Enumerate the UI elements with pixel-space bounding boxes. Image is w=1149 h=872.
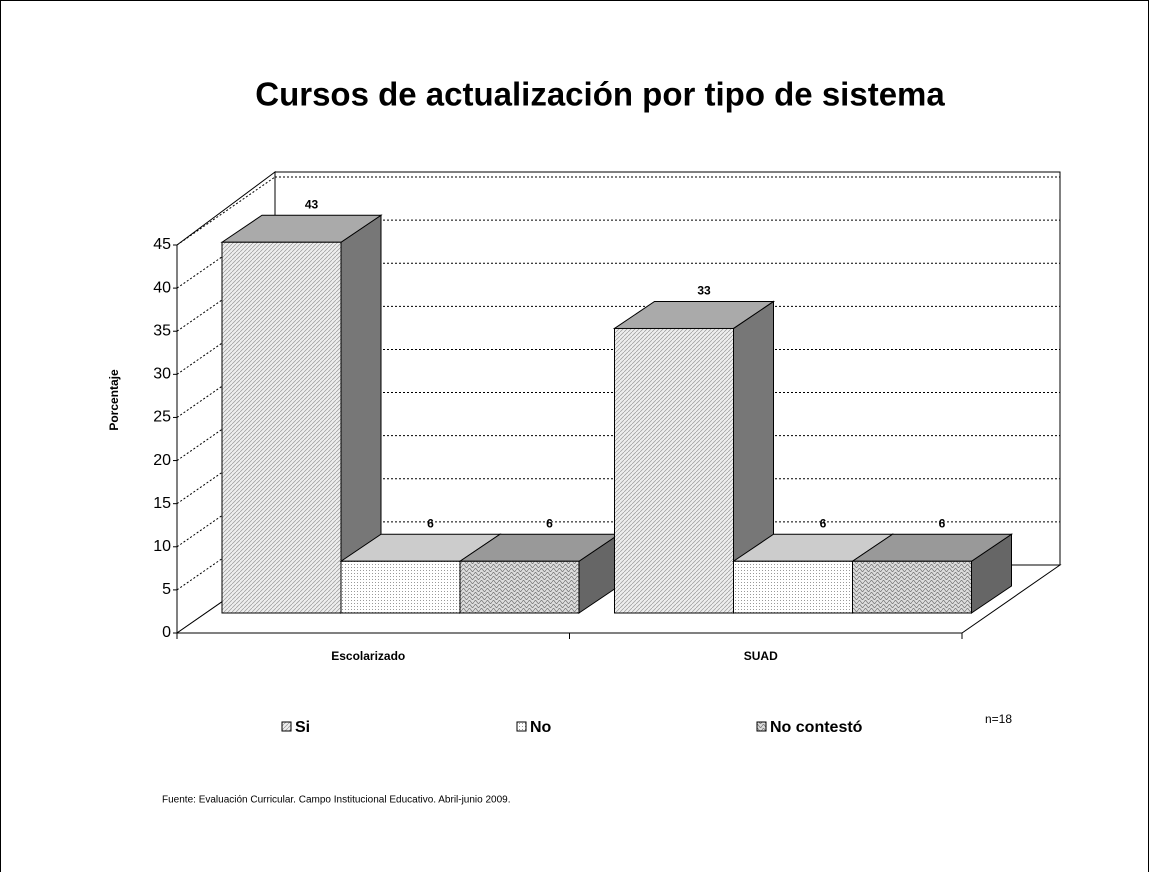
value-label: 43 bbox=[305, 197, 319, 211]
value-label: 6 bbox=[427, 516, 434, 530]
value-label: 6 bbox=[820, 516, 827, 530]
annotation: n=18 bbox=[985, 712, 1012, 726]
x-tick-label: SUAD bbox=[744, 649, 778, 663]
y-axis-label: Porcentaje bbox=[107, 369, 121, 431]
bar bbox=[614, 327, 734, 614]
y-tick-label: 15 bbox=[153, 495, 171, 512]
y-tick-label: 0 bbox=[162, 624, 171, 641]
y-tick-label: 20 bbox=[153, 452, 171, 469]
bar bbox=[459, 560, 580, 614]
bar bbox=[340, 560, 461, 614]
value-label: 6 bbox=[546, 516, 553, 530]
value-label: 33 bbox=[697, 284, 711, 298]
bar bbox=[221, 241, 342, 614]
y-tick-label: 10 bbox=[153, 538, 171, 555]
source: Fuente: Evaluación Curricular. Campo Ins… bbox=[162, 795, 511, 806]
bar bbox=[733, 560, 853, 614]
legend-label: Si bbox=[295, 719, 310, 736]
y-tick-label: 25 bbox=[153, 409, 171, 426]
x-tick-label: Escolarizado bbox=[331, 649, 405, 663]
y-tick-label: 40 bbox=[153, 279, 171, 296]
chart-title: Cursos de actualización por tipo de sist… bbox=[255, 76, 945, 113]
y-tick-label: 35 bbox=[153, 322, 171, 339]
y-tick-label: 5 bbox=[162, 581, 171, 598]
legend-swatch bbox=[516, 721, 527, 732]
legend-swatch bbox=[756, 721, 767, 732]
legend-label: No bbox=[530, 719, 552, 736]
value-label: 6 bbox=[939, 516, 946, 530]
legend-swatch bbox=[281, 721, 292, 732]
y-tick-label: 30 bbox=[153, 366, 171, 383]
legend-label: No contestó bbox=[770, 719, 863, 736]
y-tick-label: 45 bbox=[153, 236, 171, 253]
bar bbox=[852, 560, 972, 614]
